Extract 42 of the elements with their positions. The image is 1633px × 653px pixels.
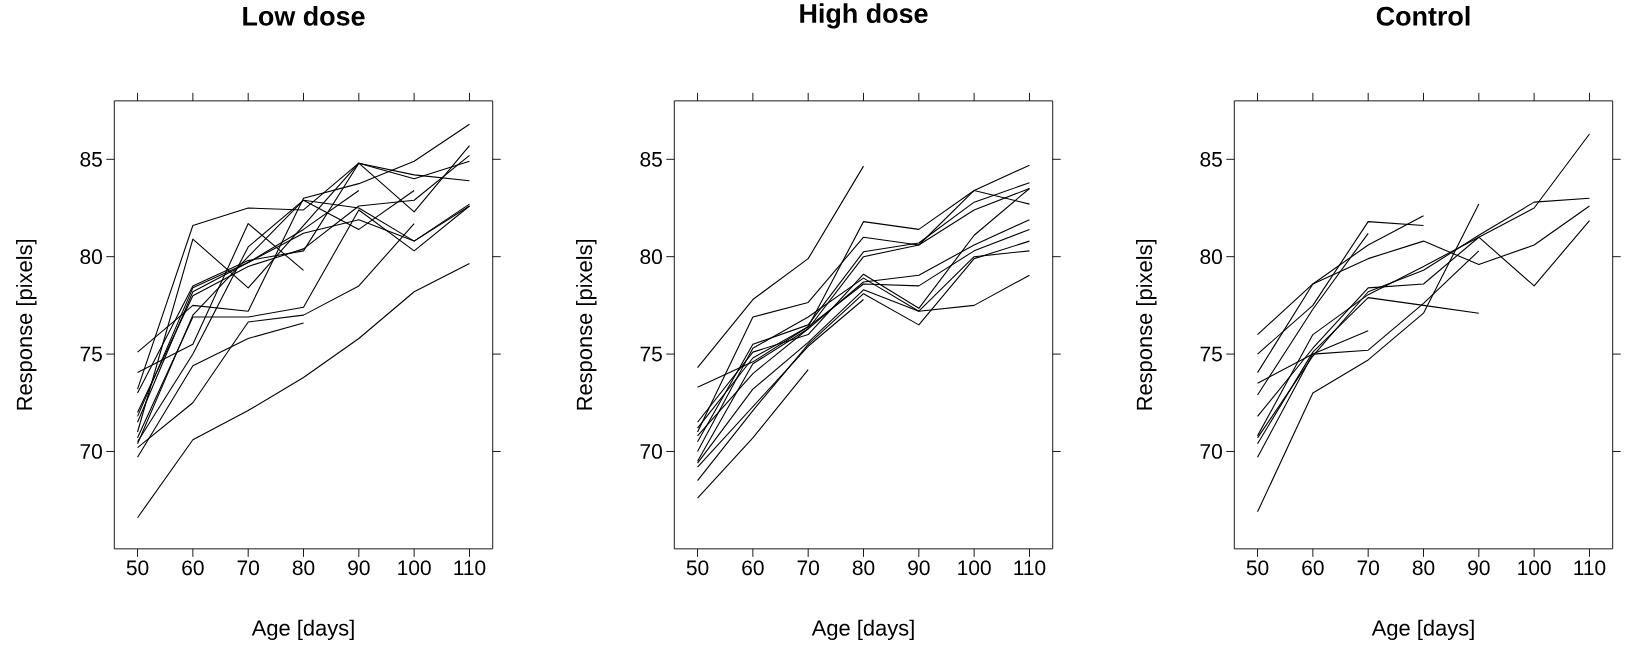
x-tick-label: 60	[1302, 560, 1324, 576]
y-tick-label: 75	[1200, 346, 1222, 362]
x-tick-label: 100	[1518, 560, 1551, 576]
y-tick-label: 75	[640, 346, 662, 362]
x-tick-label: 50	[1246, 560, 1269, 576]
y-tick-label: 70	[1200, 444, 1222, 459]
x-tick-label: 70	[237, 560, 259, 576]
y-tick-label: 85	[80, 151, 102, 167]
x-tick-label: 90	[1468, 560, 1490, 576]
y-tick-label: 80	[80, 249, 102, 265]
y-axis-title: Response [pixels]	[1136, 240, 1157, 410]
x-axis-title: Age [days]	[251, 619, 354, 641]
x-tick-label: 90	[908, 560, 930, 576]
chart-title: High dose	[800, 3, 928, 29]
y-axis-title: Response [pixels]	[16, 240, 37, 410]
chart-title: Low dose	[243, 6, 365, 26]
y-tick-label: 85	[640, 151, 662, 167]
x-tick-label: 100	[398, 560, 431, 576]
x-tick-label: 80	[1412, 560, 1435, 576]
x-tick-label: 60	[742, 560, 764, 576]
y-tick-label: 70	[640, 444, 662, 459]
x-tick-label: 70	[1357, 560, 1379, 576]
x-tick-label: 110	[454, 560, 486, 576]
y-tick-label: 80	[1200, 249, 1222, 265]
y-tick-label: 80	[640, 249, 662, 265]
y-tick-label: 70	[80, 444, 102, 459]
x-tick-label: 110	[1014, 560, 1046, 576]
y-tick-label: 85	[1200, 151, 1222, 167]
chart-title: Control	[1376, 6, 1470, 26]
y-axis-title: Response [pixels]	[576, 240, 597, 410]
x-tick-label: 100	[958, 560, 991, 576]
x-tick-label: 80	[852, 560, 875, 576]
x-tick-label: 50	[686, 560, 709, 576]
x-tick-label: 80	[292, 560, 315, 576]
x-axis-title: Age [days]	[1371, 619, 1474, 641]
y-tick-label: 75	[80, 346, 102, 362]
x-tick-label: 90	[348, 560, 370, 576]
x-tick-label: 50	[126, 560, 149, 576]
x-tick-label: 70	[797, 560, 819, 576]
x-tick-label: 110	[1574, 560, 1606, 576]
x-tick-label: 60	[182, 560, 204, 576]
x-axis-title: Age [days]	[811, 619, 914, 641]
